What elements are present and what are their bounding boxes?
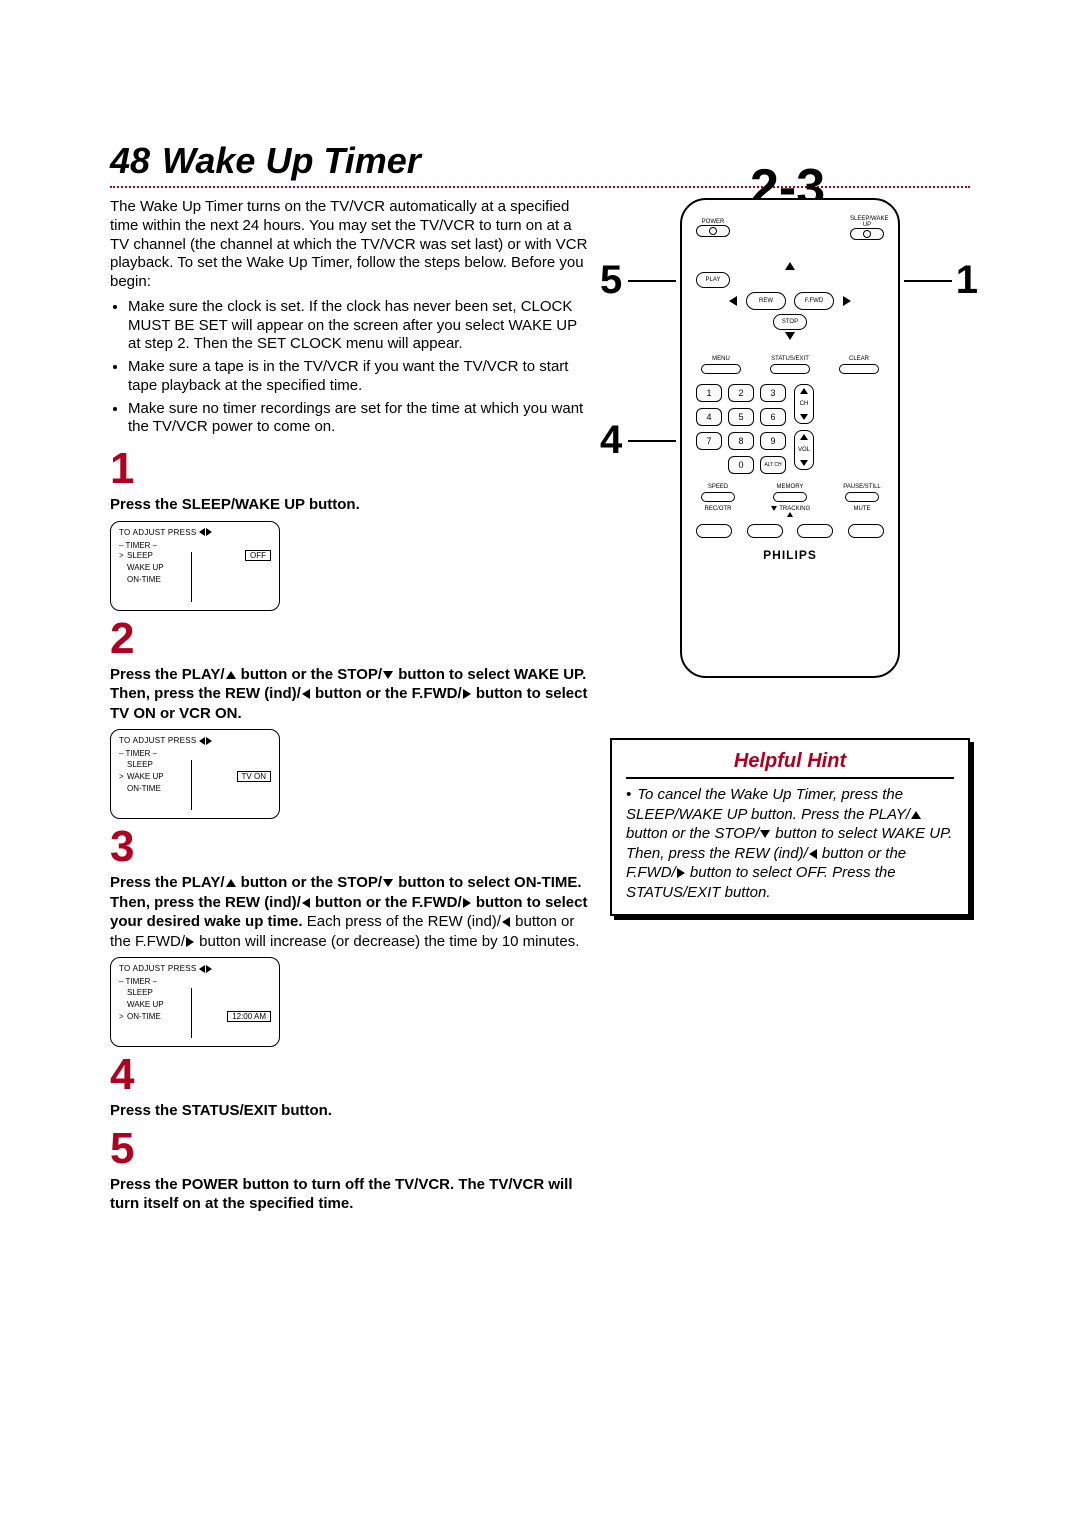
step-text: Press the STATUS/EXIT button.: [110, 1101, 590, 1121]
sleep-wake-button: [850, 228, 884, 240]
step-number: 4: [110, 1053, 590, 1097]
triangle-down-icon: [760, 830, 770, 838]
callout-5: 5: [600, 258, 622, 303]
left-column: The Wake Up Timer turns on the TV/VCR au…: [110, 198, 590, 1220]
hint-title: Helpful Hint: [626, 750, 954, 779]
triangle-down-icon: [383, 671, 393, 679]
stop-button: STOP: [773, 314, 807, 330]
page-title: Wake Up Timer: [162, 140, 421, 182]
leader-line: [904, 280, 952, 282]
step-text: Press the PLAY/ button or the STOP/ butt…: [110, 665, 590, 724]
page-number: 48: [110, 140, 150, 182]
step-number: 1: [110, 447, 590, 491]
number-keypad: 1 2 3 4 5 6 7 8 9 0 ALT CH: [696, 384, 786, 474]
triangle-right-icon: [677, 868, 685, 878]
step-text: Press the SLEEP/WAKE UP button.: [110, 495, 590, 515]
triangle-left-icon: [729, 296, 737, 306]
remote-diagram: 2-3 5 1 4 POWER SLEEP/WAKE UP PLAY: [610, 198, 970, 678]
pause-button: [845, 492, 879, 502]
divider: [110, 186, 970, 188]
osd-screen-2: TO ADJUST PRESS – TIMER – SLEEP >WAKE UP…: [110, 729, 280, 819]
step-number: 3: [110, 825, 590, 869]
power-icon: [709, 227, 717, 235]
bullet-item: Make sure no timer recordings are set fo…: [128, 400, 590, 438]
triangle-up-icon: [911, 811, 921, 819]
power-button: [696, 225, 730, 237]
tracking-down-button: [747, 524, 783, 538]
triangle-right-icon: [463, 898, 471, 908]
status-exit-button: [770, 364, 810, 374]
key-2: 2: [728, 384, 754, 402]
sleep-label: SLEEP/WAKE UP: [850, 216, 884, 228]
ch-rocker: CH: [794, 384, 814, 424]
key-5: 5: [728, 408, 754, 426]
brand-label: PHILIPS: [696, 548, 884, 562]
key-9: 9: [760, 432, 786, 450]
leader-line: [628, 440, 676, 442]
callout-4: 4: [600, 418, 622, 463]
rec-otr-button: [696, 524, 732, 538]
bullet-item: Make sure a tape is in the TV/VCR if you…: [128, 358, 590, 396]
intro-text: The Wake Up Timer turns on the TV/VCR au…: [110, 198, 590, 292]
triangle-left-icon: [302, 689, 310, 699]
tracking-up-button: [797, 524, 833, 538]
triangle-down-icon: [383, 879, 393, 887]
triangle-down-icon: [785, 332, 795, 340]
helpful-hint-box: Helpful Hint •To cancel the Wake Up Time…: [610, 738, 970, 916]
step-number: 5: [110, 1127, 590, 1171]
triangle-right-icon: [206, 528, 212, 536]
bullet-item: Make sure the clock is set. If the clock…: [128, 298, 590, 354]
hint-body: •To cancel the Wake Up Timer, press the …: [626, 785, 954, 902]
right-column: 2-3 5 1 4 POWER SLEEP/WAKE UP PLAY: [610, 198, 970, 1220]
key-3: 3: [760, 384, 786, 402]
step-text: Press the POWER button to turn off the T…: [110, 1175, 590, 1214]
triangle-up-icon: [785, 262, 795, 270]
clear-button: [839, 364, 879, 374]
key-8: 8: [728, 432, 754, 450]
triangle-left-icon: [302, 898, 310, 908]
play-button: PLAY: [696, 272, 730, 288]
bullet-list: Make sure the clock is set. If the clock…: [110, 298, 590, 437]
triangle-up-icon: [226, 671, 236, 679]
osd-header: TO ADJUST PRESS: [119, 528, 197, 537]
remote-body: POWER SLEEP/WAKE UP PLAY REW F.FWD STOP: [680, 198, 900, 678]
manual-page: 48 Wake Up Timer The Wake Up Timer turns…: [0, 0, 1080, 1300]
key-7: 7: [696, 432, 722, 450]
alt-ch-button: ALT CH: [760, 456, 786, 474]
leader-line: [628, 280, 676, 282]
callout-1: 1: [956, 258, 978, 303]
osd-section: – TIMER –: [119, 541, 271, 550]
ffwd-button: F.FWD: [794, 292, 834, 310]
triangle-right-icon: [463, 689, 471, 699]
vol-rocker: VOL: [794, 430, 814, 470]
memory-button: [773, 492, 807, 502]
speed-button: [701, 492, 735, 502]
key-0: 0: [728, 456, 754, 474]
triangle-left-icon: [199, 528, 205, 536]
mute-button: [848, 524, 884, 538]
osd-screen-1: TO ADJUST PRESS – TIMER – >SLEEPOFF WAKE…: [110, 521, 280, 611]
triangle-left-icon: [809, 849, 817, 859]
key-6: 6: [760, 408, 786, 426]
key-4: 4: [696, 408, 722, 426]
menu-button: [701, 364, 741, 374]
key-1: 1: [696, 384, 722, 402]
triangle-right-icon: [843, 296, 851, 306]
osd-screen-3: TO ADJUST PRESS – TIMER – SLEEP WAKE UP …: [110, 957, 280, 1047]
title-row: 48 Wake Up Timer: [110, 140, 970, 182]
step-text: Press the PLAY/ button or the STOP/ butt…: [110, 873, 590, 951]
sleep-icon: [863, 230, 871, 238]
triangle-up-icon: [226, 879, 236, 887]
rew-button: REW: [746, 292, 786, 310]
step-number: 2: [110, 617, 590, 661]
